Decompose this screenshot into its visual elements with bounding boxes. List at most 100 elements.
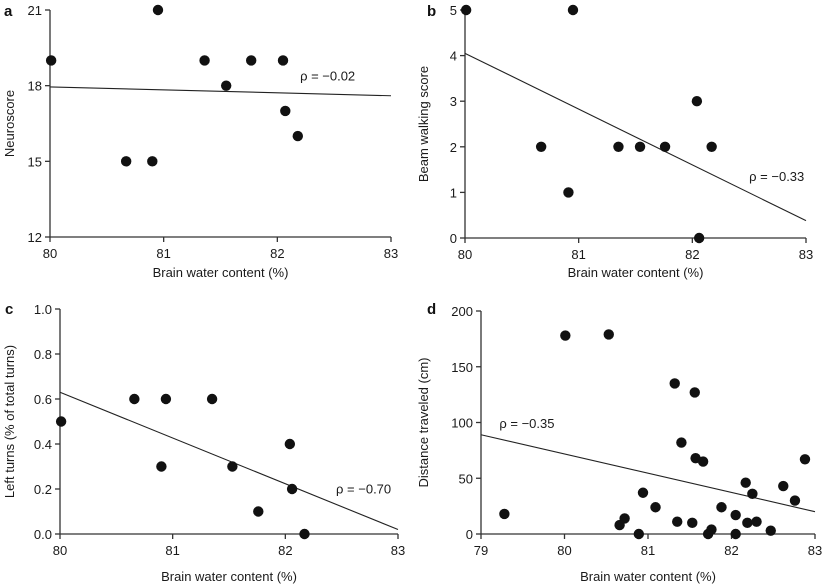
data-point [156,461,167,472]
data-point [765,525,776,536]
data-point [789,495,801,506]
x-axis-title: Brain water content (%) [161,569,297,584]
data-point [147,156,158,167]
panel-label-a: a [4,3,13,20]
data-point [614,519,625,531]
data-point [613,141,624,152]
y-tick-label: 0.8 [34,347,52,362]
data-point [245,55,257,66]
data-point [199,55,210,66]
correlation-annotation: ρ = −0.70 [336,482,391,497]
data-point [637,487,649,498]
x-tick-label: 80 [557,543,571,558]
y-tick-label: 100 [451,416,473,431]
data-point [292,130,303,142]
data-point [778,480,789,492]
y-axis-title: Distance traveled (cm) [416,357,431,487]
correlation-annotation: ρ = −0.33 [749,169,804,184]
data-point [563,187,574,198]
data-point [499,508,510,520]
data-point [55,416,67,427]
data-point [687,517,698,529]
data-point [45,55,57,66]
y-tick-label: 0 [466,527,473,542]
data-point [220,80,232,91]
panel-label-c: c [5,301,13,318]
data-point [603,329,614,340]
regression-line [464,52,807,222]
x-tick-label: 83 [384,246,398,261]
x-tick-label: 83 [808,543,822,558]
y-tick-label: 0.0 [34,527,52,542]
panel-label-d: d [427,301,436,318]
data-point [702,528,714,540]
y-tick-label: 0.4 [34,437,52,452]
y-tick-label: 0 [450,231,457,246]
x-tick-label: 81 [165,543,179,558]
data-point [299,528,310,540]
data-point [691,96,703,107]
data-point [286,483,298,495]
data-point [284,438,296,450]
y-tick-label: 1 [450,185,457,200]
data-point [650,502,661,513]
y-tick-label: 15 [28,154,42,169]
data-point [742,517,753,529]
data-point [535,141,547,152]
y-tick-label: 2 [450,140,457,155]
y-tick-label: 5 [450,3,457,18]
x-tick-label: 82 [724,543,738,558]
data-point [676,437,687,448]
regression-line [480,434,816,513]
data-point [693,232,705,244]
panel-a: a 80 81 82 83 12 15 18 21 Brain water content (%… [2,3,398,280]
x-tick-label: 79 [474,543,488,558]
data-point [227,461,238,472]
data-point [152,4,164,16]
data-point [160,393,172,405]
x-tick-label: 82 [270,246,284,261]
x-tick-label: 81 [571,247,585,262]
y-tick-label: 200 [451,304,473,319]
data-point [697,456,709,467]
data-point [567,4,579,16]
data-point [120,156,132,167]
x-tick-label: 80 [458,247,472,262]
y-tick-label: 3 [450,94,457,109]
data-point [659,141,671,152]
y-tick-label: 18 [28,79,42,94]
data-point [751,516,762,527]
data-point [669,378,680,389]
data-point [730,528,741,540]
x-tick-label: 81 [156,246,170,261]
x-tick-label: 82 [685,247,699,262]
x-axis-title: Brain water content (%) [153,265,289,280]
data-point [460,4,472,16]
data-point [672,516,683,527]
data-point [280,105,291,117]
x-tick-label: 82 [278,543,292,558]
y-tick-label: 1.0 [34,302,52,317]
data-point [206,393,218,405]
x-tick-label: 83 [391,543,405,558]
panel-c: c 80 81 82 83 0.0 0.2 0.4 0.6 0.8 1.0 Brain water … [2,301,405,584]
y-axis-title: Neuroscore [2,90,17,157]
correlation-annotation: ρ = −0.02 [300,69,355,84]
data-point [706,141,717,152]
x-axis-title: Brain water content (%) [568,265,704,280]
data-point [634,141,646,152]
data-point [689,387,700,398]
y-tick-label: 0.2 [34,482,52,497]
data-point [730,509,741,521]
x-axis-title: Brain water content (%) [580,569,716,584]
y-tick-label: 4 [450,49,457,64]
data-point [560,330,571,341]
x-tick-label: 83 [799,247,813,262]
panel-b: b 80 81 82 83 0 1 2 3 4 5 Brain water content (%) B… [416,3,813,280]
data-point [799,454,811,465]
data-point [253,506,264,517]
y-axis-title: Left turns (% of total turns) [2,345,17,498]
y-axis-title: Beam walking score [416,66,431,182]
y-tick-label: 0.6 [34,392,52,407]
